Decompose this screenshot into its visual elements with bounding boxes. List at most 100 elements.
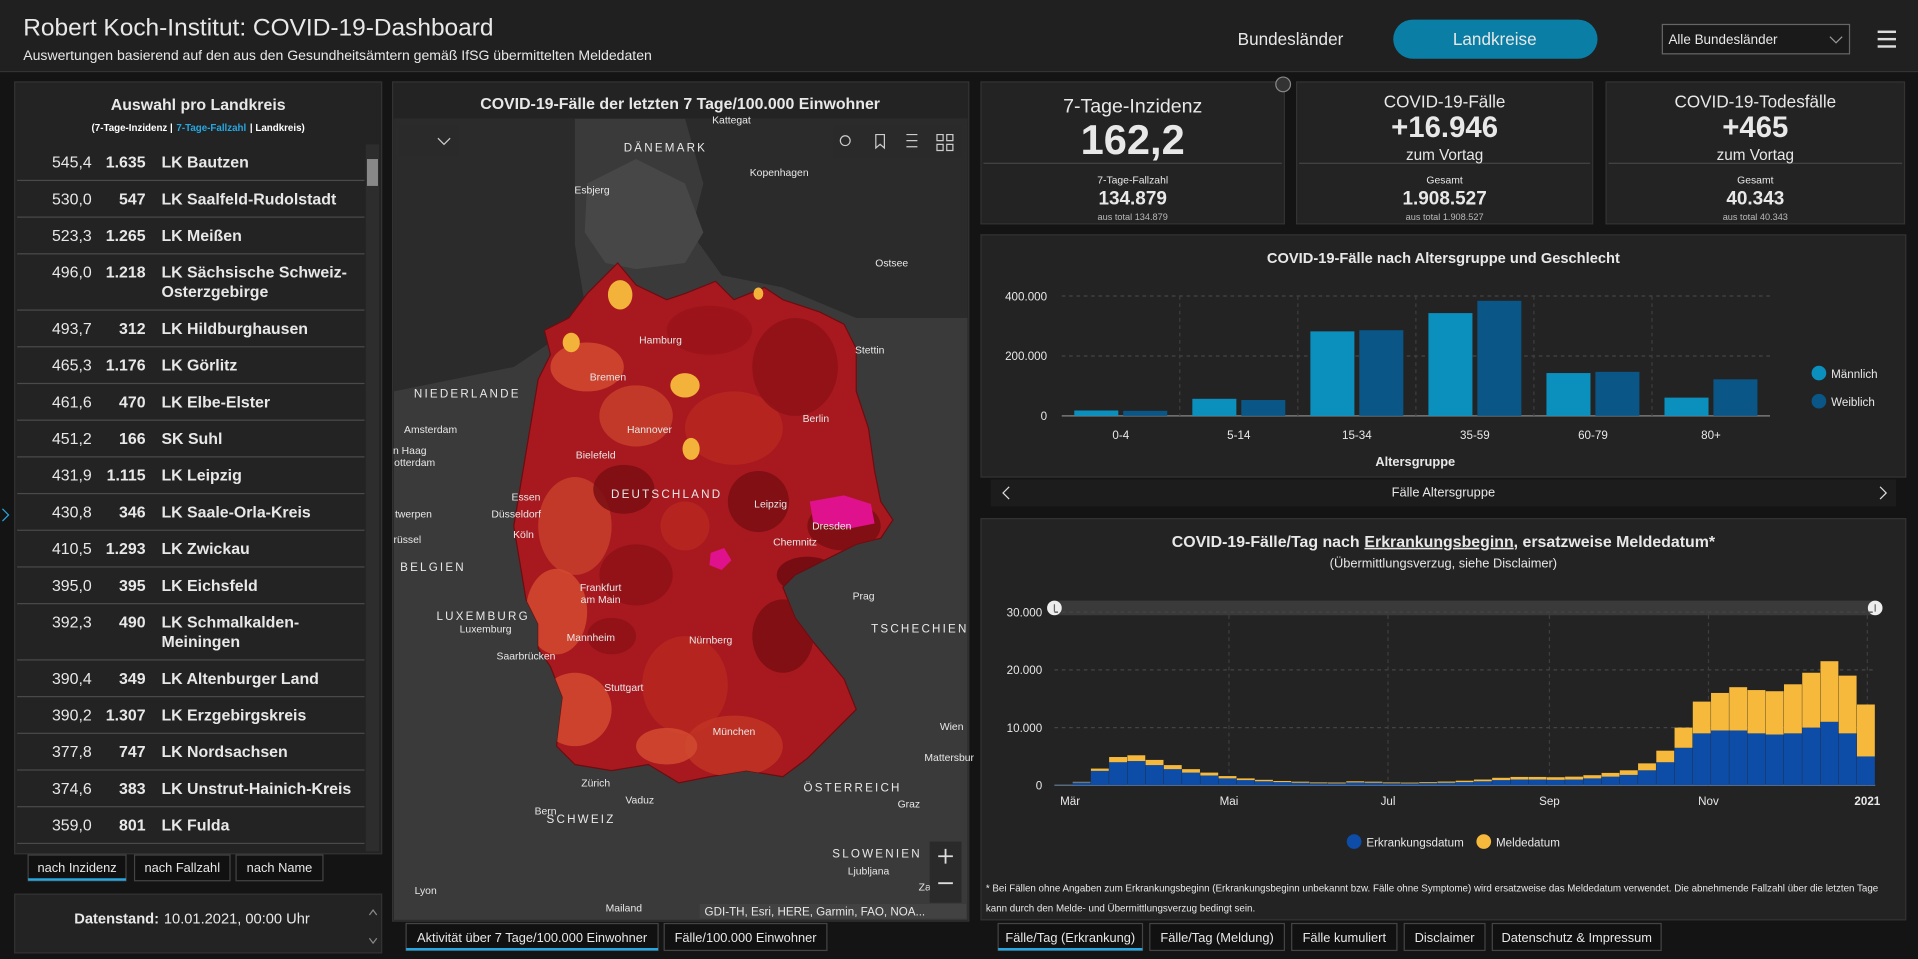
bar-segment[interactable] (1309, 782, 1328, 784)
map-tab-label[interactable]: Fälle/100.000 Einwohner (675, 930, 818, 945)
bar-segment[interactable] (1765, 691, 1784, 735)
bar-segment[interactable] (1601, 776, 1620, 786)
bar-segment[interactable] (1182, 772, 1200, 786)
bar-segment[interactable] (1200, 775, 1219, 786)
bar-segment[interactable] (1309, 783, 1328, 786)
case-count[interactable]: 1.176 (106, 358, 146, 375)
bar-segment[interactable] (1565, 779, 1583, 786)
chart-tab[interactable] (1149, 922, 1285, 952)
bar-segment[interactable] (1109, 762, 1128, 786)
dropdown-text[interactable]: Alle Bundesländer (1668, 32, 1778, 47)
case-count[interactable]: 395 (119, 578, 146, 595)
chart-tab-label[interactable]: Datenschutz & Impressum (1502, 930, 1652, 945)
bar-segment[interactable] (1455, 780, 1474, 783)
incidence[interactable]: 395,0 (52, 578, 92, 595)
case-count[interactable]: 349 (119, 671, 146, 688)
incidence[interactable]: 523,3 (52, 228, 92, 245)
zoom-icons[interactable] (938, 848, 953, 885)
bar-segment[interactable] (1638, 763, 1656, 771)
sort-tab-label[interactable]: nach Inzidenz (37, 860, 116, 875)
chart-tab-label[interactable]: Disclaimer (1415, 930, 1476, 945)
bar[interactable] (1477, 300, 1522, 416)
bar-segment[interactable] (1473, 781, 1492, 786)
bar-segment[interactable] (1510, 779, 1529, 786)
bar[interactable] (1310, 331, 1355, 416)
bar-segment[interactable] (1638, 770, 1656, 786)
bar-segment[interactable] (1218, 778, 1237, 786)
sort-tab[interactable] (27, 854, 127, 882)
case-count[interactable]: 1.635 (106, 155, 146, 172)
bar-segment[interactable] (1400, 782, 1419, 784)
bar-segment[interactable] (1255, 781, 1273, 786)
bar-segment[interactable] (1291, 781, 1310, 783)
chart-tab-label[interactable]: Fälle/Tag (Meldung) (1160, 930, 1273, 945)
district-name[interactable]: LK Hildburghausen (161, 321, 308, 338)
bar-segment[interactable] (1382, 782, 1401, 784)
incidence[interactable]: 451,2 (52, 431, 92, 448)
sort-tab[interactable] (133, 854, 231, 882)
bar-segment[interactable] (1747, 690, 1766, 734)
bar-segment[interactable] (1328, 782, 1346, 784)
bar-segment[interactable] (1674, 727, 1693, 748)
map-icons[interactable] (437, 133, 954, 152)
bar[interactable] (1546, 373, 1591, 416)
incidence[interactable]: 390,2 (52, 707, 92, 724)
district-name[interactable]: Meiningen (161, 634, 240, 651)
bar-segment[interactable] (1200, 772, 1219, 776)
bar[interactable] (1595, 371, 1640, 416)
incidence[interactable]: 461,6 (52, 394, 92, 411)
bar-segment[interactable] (1072, 782, 1091, 786)
incidence[interactable]: 496,0 (52, 265, 92, 282)
bar-segment[interactable] (1218, 776, 1237, 779)
case-count[interactable]: 801 (119, 818, 146, 835)
bar-segment[interactable] (1619, 774, 1638, 786)
scrollbar-thumb[interactable] (366, 159, 378, 186)
bar-segment[interactable] (1583, 775, 1602, 779)
bar-segment[interactable] (1072, 781, 1091, 783)
bar-segment[interactable] (1109, 757, 1128, 763)
bar-segment[interactable] (1054, 784, 1073, 786)
menu-icon-bar[interactable] (1877, 30, 1896, 34)
district-name[interactable]: Osterzgebirge (161, 284, 268, 301)
case-count[interactable]: 1.218 (106, 265, 146, 282)
bar-segment[interactable] (1656, 750, 1675, 763)
incidence[interactable]: 431,9 (52, 468, 92, 485)
case-count[interactable]: 1.265 (106, 228, 146, 245)
case-count[interactable]: 166 (119, 431, 146, 448)
bar-segment[interactable] (1419, 783, 1438, 786)
district-name[interactable]: LK Görlitz (161, 358, 237, 375)
dropdown[interactable] (1661, 23, 1851, 55)
bar-segment[interactable] (1364, 781, 1383, 783)
bar-segment[interactable] (1182, 769, 1200, 773)
menu-icon-bar[interactable] (1877, 45, 1896, 48)
bar-segment[interactable] (1510, 776, 1529, 780)
incidence[interactable]: 545,4 (52, 155, 92, 172)
bar-segment[interactable] (1145, 759, 1164, 766)
district-name[interactable]: LK Fulda (161, 818, 229, 835)
bar-segment[interactable] (1346, 781, 1365, 783)
district-name[interactable]: LK Sächsische Schweiz- (161, 265, 346, 282)
incidence[interactable]: 493,7 (52, 321, 92, 338)
case-count[interactable]: 470 (119, 394, 146, 411)
district-name[interactable]: LK Meißen (161, 228, 241, 245)
incidence[interactable]: 374,6 (52, 781, 92, 798)
district-name[interactable]: LK Leipzig (161, 468, 241, 485)
bar[interactable] (1123, 410, 1168, 416)
bar-segment[interactable] (1856, 756, 1875, 786)
bar[interactable] (1664, 397, 1709, 416)
bar-segment[interactable] (1127, 761, 1146, 786)
incidence[interactable]: 430,8 (52, 504, 92, 521)
case-count[interactable]: 312 (119, 321, 146, 338)
bar-segment[interactable] (1528, 776, 1547, 780)
bar-segment[interactable] (1729, 730, 1748, 786)
bar-segment[interactable] (1236, 780, 1255, 786)
bar-segment[interactable] (1473, 779, 1492, 782)
bar-segment[interactable] (1090, 770, 1109, 786)
bar-segment[interactable] (1838, 675, 1857, 734)
bar-segment[interactable] (1364, 782, 1383, 786)
chart-tab[interactable] (1491, 922, 1662, 952)
district-name[interactable]: LK Elbe-Elster (161, 394, 270, 411)
bar-segment[interactable] (1583, 778, 1602, 786)
bar-segment[interactable] (1492, 780, 1511, 786)
bar-segment[interactable] (1802, 672, 1821, 728)
